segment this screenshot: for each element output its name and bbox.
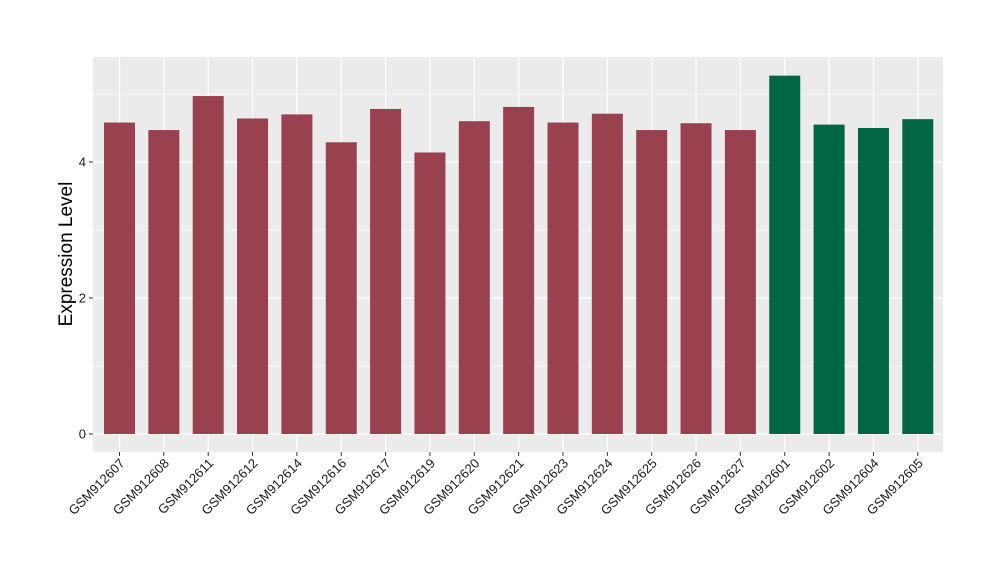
bar-GSM912604 — [857, 128, 889, 434]
bar-GSM912614 — [281, 114, 313, 435]
bar-GSM912616 — [325, 142, 357, 434]
bar-GSM912623 — [547, 122, 579, 434]
bar-GSM912605 — [902, 119, 934, 434]
y-tick-label: 4 — [79, 155, 86, 170]
y-tick-label: 2 — [79, 291, 86, 306]
bar-GSM912602 — [813, 124, 845, 434]
bar-GSM912620 — [458, 121, 490, 434]
bar-GSM912625 — [636, 130, 668, 435]
bars — [104, 75, 934, 435]
y-axis: 0 2 4 — [79, 155, 93, 442]
bar-GSM912627 — [724, 130, 756, 435]
bar-GSM912608 — [148, 130, 180, 435]
y-axis-title: Expression Level — [56, 182, 77, 327]
bar-GSM912601 — [769, 75, 801, 434]
y-tick-label: 0 — [79, 427, 86, 442]
bar-GSM912619 — [414, 152, 446, 435]
bar-GSM912621 — [503, 106, 535, 435]
bar-GSM912624 — [591, 113, 623, 434]
bar-GSM912626 — [680, 123, 712, 435]
bar-GSM912611 — [192, 96, 224, 434]
x-axis: GSM912607GSM912608GSM912611GSM912612GSM9… — [65, 452, 926, 518]
bar-GSM912607 — [104, 122, 135, 434]
bar-GSM912612 — [237, 118, 269, 434]
bar-GSM912617 — [370, 108, 402, 435]
